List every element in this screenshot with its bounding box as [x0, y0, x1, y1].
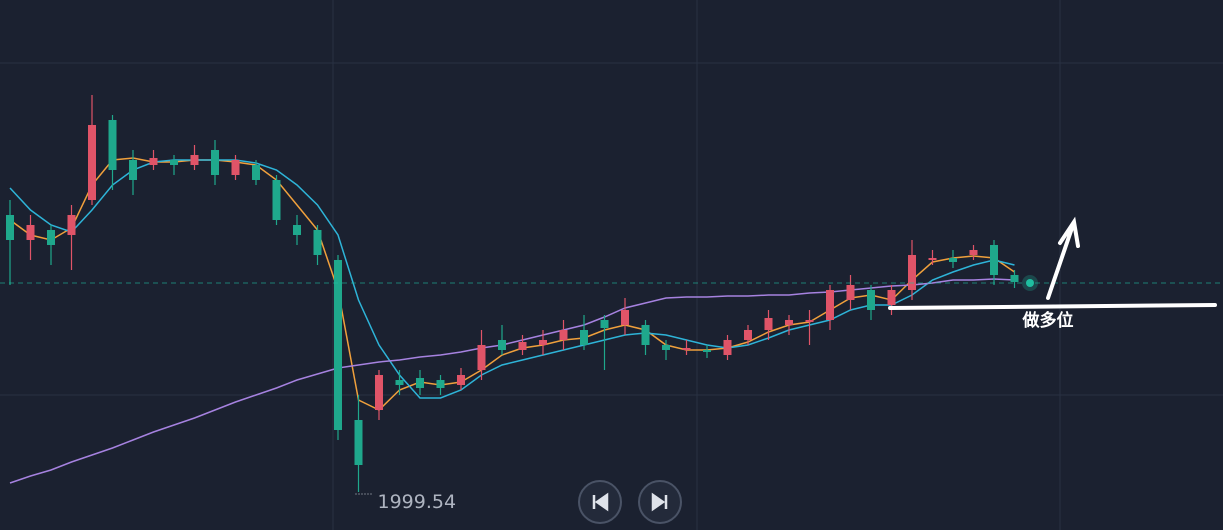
candle-body: [149, 158, 158, 165]
candle-body: [846, 285, 855, 300]
candle-body: [436, 380, 445, 388]
candle-body: [949, 258, 957, 262]
candle-body: [908, 255, 916, 290]
candle-body: [457, 375, 465, 385]
candle-body: [190, 155, 199, 165]
candle-body: [969, 250, 978, 255]
candle-body: [785, 320, 793, 325]
candle-body: [252, 165, 260, 180]
candle-body: [580, 330, 588, 345]
candle-body: [621, 310, 629, 325]
candle-body: [723, 340, 732, 355]
prev-button[interactable]: [578, 480, 622, 524]
candle-body: [334, 260, 342, 430]
candle-body: [108, 120, 117, 170]
candle-body: [170, 160, 178, 165]
candle-body: [211, 150, 219, 175]
candle-body: [805, 320, 814, 322]
candle-body: [662, 345, 670, 350]
last-price-dot: [1026, 279, 1034, 287]
candle-body: [129, 160, 137, 180]
candle-body: [744, 330, 752, 340]
candle-body: [887, 290, 896, 305]
drawn-line: [888, 303, 1217, 310]
hand-drawing: [888, 216, 1217, 310]
candle-body: [293, 225, 301, 235]
candle-body: [272, 180, 281, 220]
annotation: 做多位: [1022, 310, 1074, 331]
prev-icon: [592, 492, 609, 512]
candle-body: [416, 378, 424, 388]
candle-body: [1010, 275, 1019, 282]
candle-body: [518, 342, 527, 350]
candle-body: [47, 230, 55, 245]
candle-body: [375, 375, 383, 410]
ma-line: [9, 157, 1015, 411]
candle-body: [559, 330, 568, 340]
candle-body: [990, 245, 998, 275]
candle-body: [539, 340, 547, 345]
candle-body: [313, 230, 322, 255]
low-label: 1999.54: [378, 491, 457, 513]
candle-body: [26, 225, 35, 240]
candle-body: [764, 318, 773, 330]
candle-body: [88, 125, 96, 200]
candle-body: [6, 215, 14, 240]
candle-body: [600, 320, 609, 328]
candle-body: [682, 348, 691, 350]
candle-body: [641, 325, 650, 345]
next-icon: [651, 492, 668, 512]
candle-body: [477, 345, 486, 370]
ma-line: [9, 159, 1015, 399]
candle-body: [231, 160, 240, 175]
candle-body: [826, 290, 834, 320]
candle-body: [395, 380, 404, 385]
candle-body: [928, 258, 937, 260]
candle-body: [867, 290, 875, 310]
candle-body: [67, 215, 76, 235]
candle-body: [703, 350, 711, 352]
candle-body: [498, 340, 506, 350]
next-button[interactable]: [638, 480, 682, 524]
ma-line: [9, 278, 1015, 484]
candle-body: [354, 420, 363, 465]
drawn-arrow: [1046, 216, 1080, 300]
